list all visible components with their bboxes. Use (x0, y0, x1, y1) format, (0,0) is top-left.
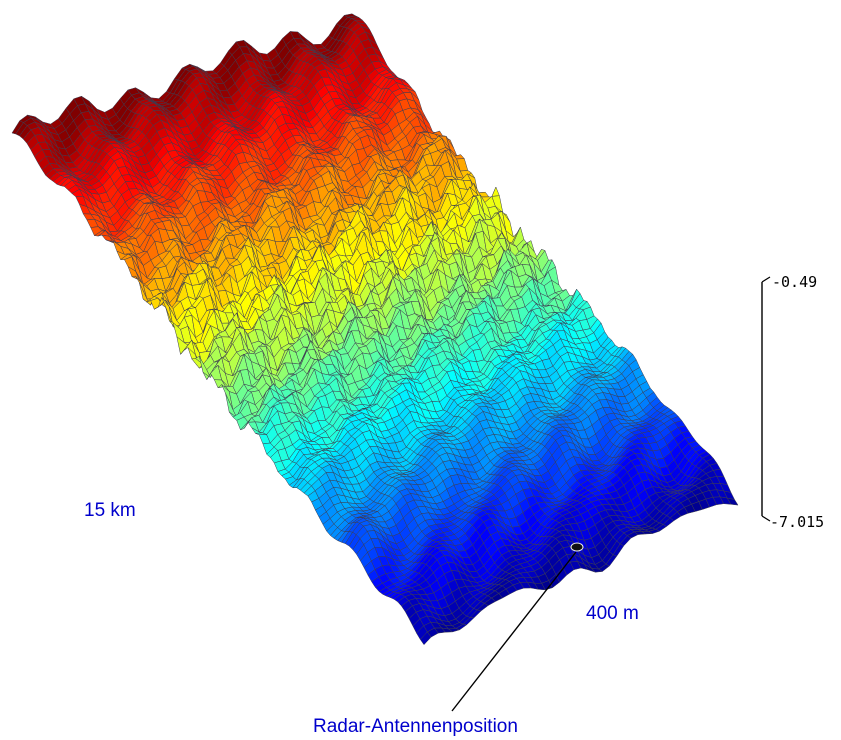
antenna-icon (570, 542, 584, 552)
antenna-label: Radar-Antennenposition (313, 716, 518, 737)
colorbar-top-tick (761, 276, 771, 283)
colorbar-bottom-tick (761, 515, 771, 522)
width-label: 15 km (84, 500, 136, 521)
colorbar-min-label: -7.015 (770, 513, 824, 531)
range-label: 400 m (586, 603, 639, 624)
colorbar-max-label: -0.49 (772, 273, 817, 291)
colorbar: -0.49 -7.015 (761, 273, 824, 531)
surface-mesh (11, 13, 739, 646)
